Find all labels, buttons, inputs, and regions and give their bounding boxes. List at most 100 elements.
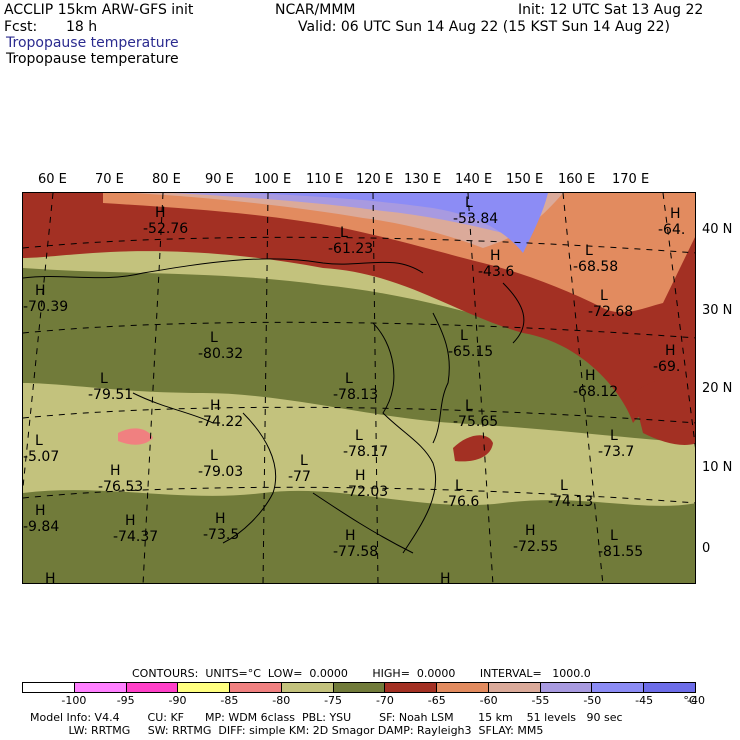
map-label-value: -43.6 (478, 264, 514, 280)
lon-label: 70 E (95, 172, 124, 187)
lon-label: 110 E (306, 172, 344, 187)
valid-time: Valid: 06 UTC Sun 14 Aug 22 (15 KST Sun … (298, 19, 670, 35)
lon-label: 130 E (404, 172, 442, 187)
map-label-value: -77 (288, 469, 311, 485)
coastlines (23, 258, 525, 554)
map-label-value: -74.37 (113, 529, 158, 545)
lon-label: 80 E (152, 172, 181, 187)
model-info-line2: LW: RRTMG SW: RRTMG DIFF: simple KM: 2D … (30, 724, 544, 737)
map-label-type: L (210, 448, 218, 464)
map-label-type: H (210, 398, 221, 414)
map-label-type: L (100, 371, 108, 387)
map-label-type: L (300, 453, 308, 469)
legend-tick-label: -40 (687, 694, 705, 707)
map-label-value: -73.7 (598, 444, 634, 460)
lon-label: 150 E (506, 172, 544, 187)
olive-south (23, 490, 695, 583)
model-title: ACCLIP 15km ARW-GFS init (4, 2, 194, 18)
contours-info: CONTOURS: UNITS=°C LOW= 0.0000 HIGH= 0.0… (132, 667, 591, 680)
legend-swatch (644, 683, 695, 692)
legend-tick-label: -65 (427, 694, 446, 707)
map-label-type: H (35, 283, 46, 299)
map-label-value: -73.5 (203, 527, 239, 543)
red-patch-taiwan (453, 435, 493, 462)
field-title-2: Tropopause temperature (6, 51, 179, 67)
model-info-line1: Model Info: V4.4 CU: KF MP: WDM 6class P… (30, 711, 623, 724)
legend-tick-label: -85 (220, 694, 239, 707)
legend-swatch (230, 683, 282, 692)
map-label-value: -52.76 (143, 221, 188, 237)
legend-swatch (23, 683, 75, 692)
map-panel: H -52.76 L -53.84 L -61.23 H -64. L -68.58 H -43.6 H… (22, 192, 696, 584)
lon-label: 170 E (612, 172, 650, 187)
legend-tick-label: -45 (635, 694, 654, 707)
map-label-type: H (355, 468, 366, 484)
map-label-type: L (210, 330, 218, 346)
map-label-type: L (465, 195, 473, 211)
red-patch-se (633, 368, 695, 445)
legend-swatch (592, 683, 645, 692)
map-label-type: H (345, 528, 356, 544)
init-time: Init: 12 UTC Sat 13 Aug 22 (518, 2, 704, 18)
lon-label: 140 E (455, 172, 493, 187)
legend-tick-label: -95 (116, 694, 135, 707)
map-label-type: L (355, 428, 363, 444)
color-legend (22, 682, 696, 693)
lat-label: 10 N (702, 460, 733, 475)
lon-label: 160 E (558, 172, 596, 187)
map-label-type: L (585, 243, 593, 259)
fcst-value: 18 h (66, 19, 98, 35)
org-label: NCAR/MMM (275, 2, 356, 18)
legend-swatch (385, 683, 438, 692)
map-label-value: -80.32 (198, 346, 243, 362)
map-label-type: L (35, 433, 43, 449)
map-label-value: -74.13 (548, 494, 593, 510)
map-label-value: -75.65 (453, 414, 498, 430)
legend-swatch (126, 683, 179, 692)
orange-band (103, 193, 695, 313)
map-label-type: H (490, 248, 501, 264)
map-label-value: -79.51 (88, 387, 133, 403)
map-label-value: -78.13 (333, 387, 378, 403)
map-label-type: H (585, 368, 596, 384)
map-label-type: L (465, 398, 473, 414)
map-label-type: H (670, 206, 681, 222)
map-label-type: L (455, 478, 463, 494)
map-label-type: L (610, 428, 618, 444)
lat-label: 20 N (702, 381, 733, 396)
map-label-value: -72.03 (343, 484, 388, 500)
map-label-value: -76.53 (98, 479, 143, 495)
legend-swatch (488, 683, 541, 692)
map-label-value: -76.6 (443, 494, 479, 510)
map-label-value: -61.23 (328, 241, 373, 257)
legend-swatch (437, 683, 489, 692)
map-label-value: -69. (653, 359, 680, 375)
map-label-type: L (340, 225, 348, 241)
legend-tick-label: °C (683, 694, 697, 707)
map-label-value: -53.84 (453, 211, 498, 227)
map-label-value: -5.07 (23, 449, 59, 465)
map-label-value: -79.03 (198, 464, 243, 480)
map-label-value: -72.55 (513, 539, 558, 555)
map-label-type: H (45, 571, 56, 584)
legend-tick-label: -60 (479, 694, 498, 707)
legend-swatch (540, 683, 593, 692)
legend-swatch (333, 683, 386, 692)
lat-label: 0 (702, 541, 711, 556)
map-label-value: -78.17 (343, 444, 388, 460)
map-label-type: H (110, 463, 121, 479)
legend-tick-label: -100 (61, 694, 87, 707)
map-label-value: -9.84 (23, 519, 59, 535)
map-label-value: -68.12 (573, 384, 618, 400)
legend-swatch (178, 683, 231, 692)
map-label-type: H (525, 523, 536, 539)
graticule (23, 193, 695, 583)
map-label-type: L (610, 528, 618, 544)
map-label-type: H (440, 571, 451, 584)
legend-swatch (74, 683, 127, 692)
fcst-label: Fcst: (4, 19, 38, 35)
map-label-value: -68.58 (573, 259, 618, 275)
lat-label: 30 N (702, 303, 733, 318)
map-label-type: H (125, 513, 136, 529)
map-label-type: H (35, 503, 46, 519)
